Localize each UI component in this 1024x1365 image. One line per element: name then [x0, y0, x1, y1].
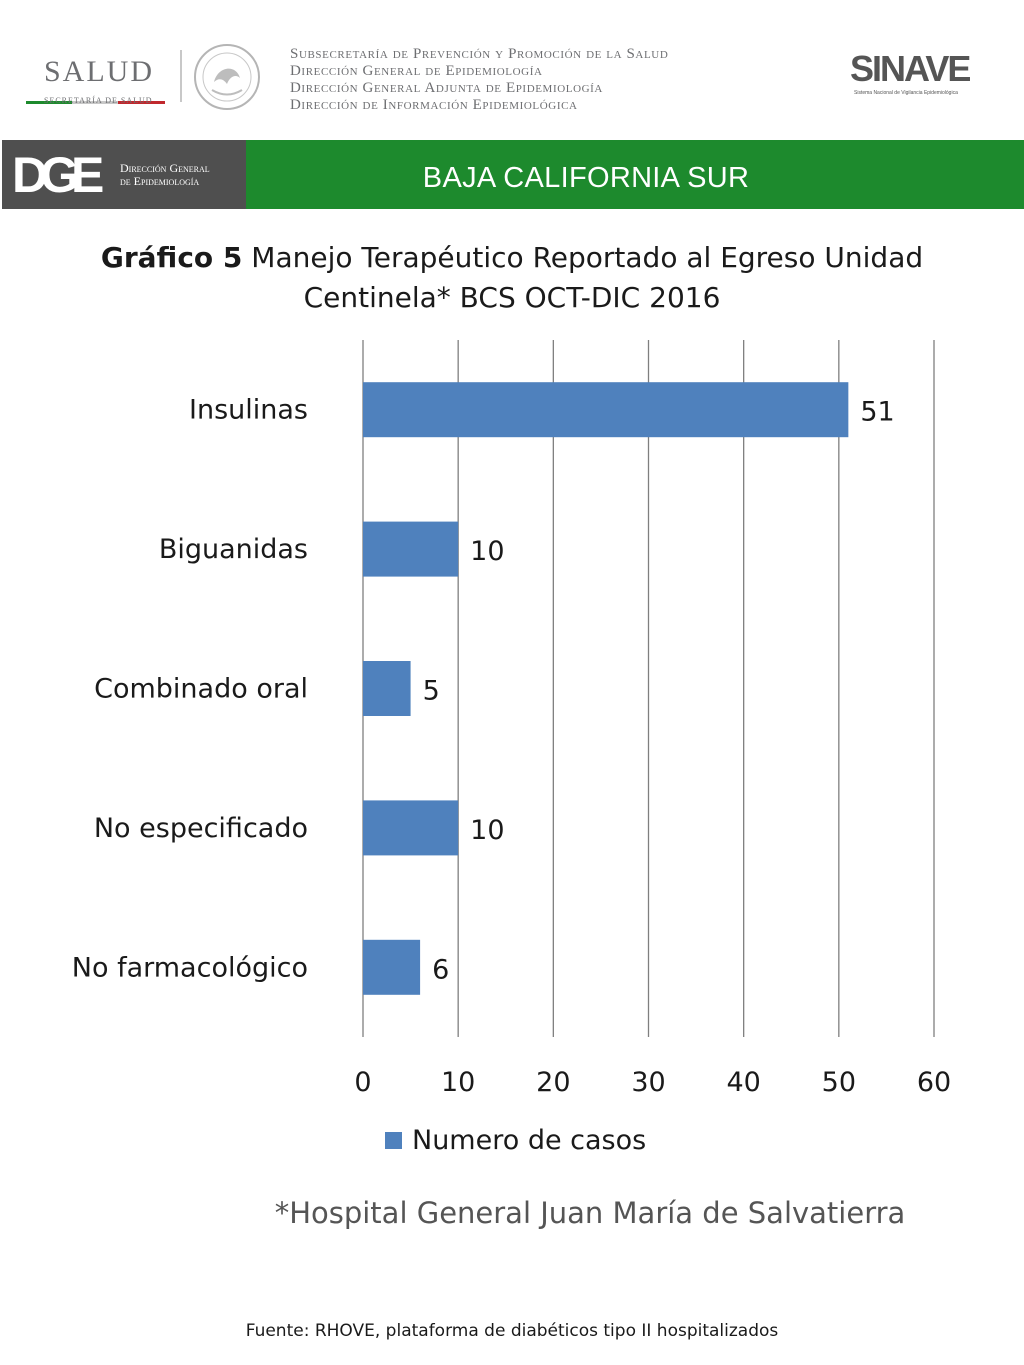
category-label: Combinado oral [94, 674, 308, 705]
salud-logo-rule [26, 91, 166, 104]
title-band: DGE Dirección General de Epidemiología B… [0, 140, 1024, 209]
salud-logo-subtext: SECRETARÍA DE SALUD [44, 96, 153, 105]
data-label: 10 [470, 536, 504, 567]
data-label: 5 [423, 676, 440, 707]
dependency-list: Subsecretaría de Prevención y Promoción … [290, 46, 668, 114]
source-note: Fuente: RHOVE, plataforma de diabéticos … [245, 1321, 779, 1341]
dge-logo-text-line: Dirección General [120, 161, 210, 175]
labels: 0 10 20 30 40 50 60 Insulinas 51 Biguanidas 10 Comb… [72, 395, 951, 1098]
dependency-line: Dirección General Adjunta de Epidemiolog… [290, 80, 603, 96]
x-tick-label: 0 [354, 1067, 371, 1098]
data-label: 51 [860, 397, 894, 428]
chart-title-text: Manejo Terapéutico Reportado al Egreso U… [251, 241, 924, 314]
data-label: 6 [432, 954, 449, 985]
x-tick-label: 10 [441, 1067, 475, 1098]
bar [363, 382, 849, 438]
salud-logo-text: SALUD [44, 55, 155, 88]
page-header: SALUD SECRETARÍA DE SALUD Subsecretaría … [0, 0, 1024, 140]
bar [363, 521, 459, 577]
dge-logo-text: Dirección General de Epidemiología [120, 162, 210, 188]
chart-legend: Numero de casos [385, 1122, 646, 1158]
x-tick-label: 60 [917, 1067, 951, 1098]
chart-title-prefix: Gráfico 5 [100, 241, 243, 274]
chart-title: Gráfico 5 Manejo Terapéutico Reportado a… [40, 238, 984, 318]
bar [363, 939, 421, 995]
category-label: No farmacológico [72, 952, 308, 983]
salud-logo: SALUD SECRETARÍA DE SALUD [26, 55, 166, 105]
dge-logo-block: DGE Dirección General de Epidemiología [2, 140, 246, 209]
category-label: No especificado [94, 813, 308, 844]
bar [363, 661, 411, 716]
data-label: 10 [470, 815, 504, 846]
x-tick-label: 50 [822, 1067, 856, 1098]
sinave-logo: SINAVE Sistema Nacional de Vigilancia Ep… [850, 44, 990, 100]
header-divider [180, 50, 182, 102]
dependency-line: Dirección General de Epidemiología [290, 63, 543, 79]
x-tick-label: 20 [536, 1067, 570, 1098]
legend-swatch [385, 1131, 402, 1149]
dependency-line: Subsecretaría de Prevención y Promoción … [290, 46, 669, 62]
hospital-note: *Hospital General Juan María de Salvatie… [274, 1196, 906, 1230]
bar [363, 800, 459, 856]
sinave-logo-text: SINAVE [850, 48, 971, 89]
dge-logo-mark: DGE [12, 147, 104, 203]
category-label: Biguanidas [159, 534, 308, 565]
category-label: Insulinas [189, 395, 308, 426]
state-title: BAJA CALIFORNIA SUR [422, 162, 750, 194]
legend-label: Numero de casos [412, 1124, 647, 1156]
dge-logo-text-line: de Epidemiología [120, 174, 200, 188]
x-tick-label: 30 [631, 1067, 665, 1098]
gridlines [362, 340, 935, 1037]
bars [363, 382, 849, 995]
state-banner: BAJA CALIFORNIA SUR [246, 140, 1024, 209]
sinave-logo-caption: Sistema Nacional de Vigilancia Epidemiol… [854, 90, 958, 96]
dependency-line: Dirección de Información Epidemiológica [290, 97, 578, 113]
national-seal-icon [194, 44, 260, 110]
x-tick-label: 40 [726, 1067, 760, 1098]
